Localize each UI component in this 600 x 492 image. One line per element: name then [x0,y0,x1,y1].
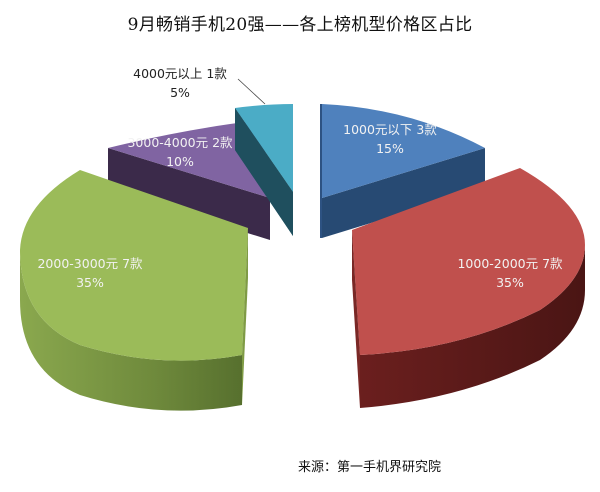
slice-1000-2000 [352,168,585,408]
label-name: 4000元以上 1款 [133,66,227,81]
label-1000-2000: 1000-2000元 7款 35% [440,254,580,292]
label-name: 1000元以下 3款 [343,122,437,137]
label-pct: 5% [170,85,190,100]
label-name: 1000-2000元 7款 [457,256,563,271]
label-below-1000: 1000元以下 3款 15% [330,120,450,158]
label-2000-3000: 2000-3000元 7款 35% [20,254,160,292]
label-pct: 10% [166,154,194,169]
label-name: 2000-3000元 7款 [37,256,143,271]
label-pct: 35% [76,275,104,290]
label-4000-plus: 4000元以上 1款 5% [115,64,245,102]
slice-2000-3000 [20,170,248,411]
slice-3000-4000 [108,120,270,240]
label-3000-4000: 3000-4000元 2款 10% [110,133,250,171]
label-pct: 15% [376,141,404,156]
label-pct: 35% [496,275,524,290]
chart-title: 9月畅销手机20强——各上榜机型价格区占比 [127,15,473,35]
label-name: 3000-4000元 2款 [127,135,233,150]
source-note: 来源：第一手机界研究院 [298,460,442,475]
slice-4000-plus [235,104,293,236]
slice-below-1000 [320,104,485,238]
leader-line [237,78,266,105]
